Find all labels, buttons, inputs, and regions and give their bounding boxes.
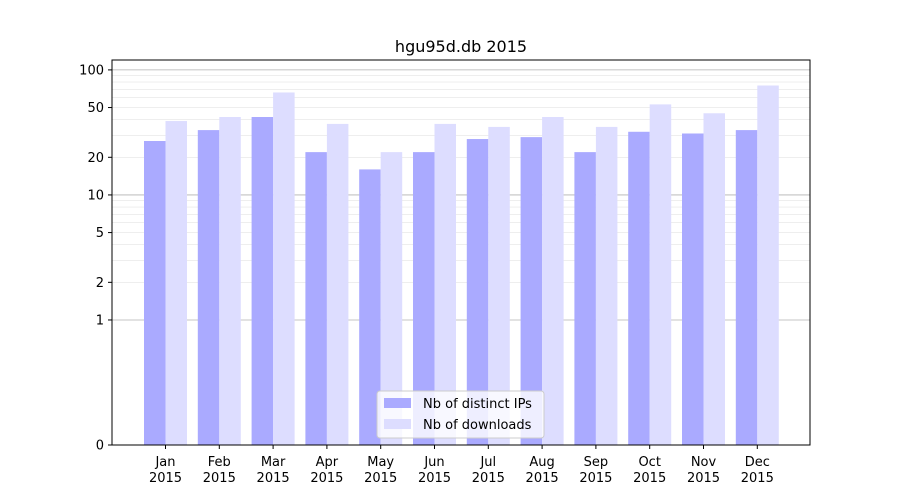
x-tick-label-year: 2015 [579, 471, 612, 486]
bar-distinct-ips-dec [735, 130, 758, 445]
legend: Nb of distinct IPs Nb of downloads [376, 390, 545, 439]
bar-downloads-apr [326, 123, 349, 445]
bars [144, 85, 779, 446]
bar-downloads-jun [434, 123, 456, 445]
x-tick-label-month: May [367, 455, 394, 470]
y-axis: 0 1 2 5 10 20 50 100 [79, 63, 112, 454]
chart-title: hgu95d.db 2015 [395, 37, 527, 56]
y-tick-label: 20 [87, 151, 104, 166]
y-tick-label: 5 [96, 226, 104, 241]
x-tick-label-month: Jul [479, 455, 496, 470]
x-tick-label-year: 2015 [310, 471, 343, 486]
x-tick-label-month: Sep [584, 455, 609, 470]
y-tick-label: 2 [96, 276, 104, 291]
bar-distinct-ips-jun [413, 152, 435, 445]
bar-downloads-feb [219, 117, 241, 445]
x-tick-label-month: Aug [529, 455, 554, 470]
x-tick-label-month: Oct [638, 455, 660, 470]
x-tick-label-year: 2015 [526, 471, 559, 486]
bar-distinct-ips-may [359, 169, 381, 445]
bar-downloads-dec [757, 85, 779, 445]
legend-label: Nb of distinct IPs [423, 397, 532, 412]
x-tick-label-year: 2015 [741, 471, 774, 486]
x-tick-label-month: Dec [745, 455, 770, 470]
bar-distinct-ips-oct [628, 131, 650, 445]
bar-downloads-mar [273, 92, 295, 446]
bar-downloads-jan [165, 121, 187, 446]
bar-downloads-nov [703, 113, 725, 445]
legend-swatch [384, 398, 411, 408]
bar-distinct-ips-sep [574, 152, 596, 445]
bar-downloads-may [380, 152, 403, 445]
x-tick-label-year: 2015 [203, 471, 236, 486]
bar-downloads-oct [649, 104, 672, 445]
x-tick-label-month: Jan [154, 455, 175, 470]
bar-distinct-ips-apr [305, 152, 327, 445]
x-tick-label-year: 2015 [472, 471, 505, 486]
y-tick-label: 100 [79, 63, 104, 78]
bar-downloads-aug [542, 117, 564, 445]
legend-box [376, 390, 545, 439]
y-tick-label: 1 [96, 313, 104, 328]
x-tick-label-month: Jun [423, 455, 444, 470]
x-tick-label-year: 2015 [257, 471, 290, 486]
bar-downloads-jul [488, 126, 510, 446]
x-tick-label-year: 2015 [149, 471, 182, 486]
x-tick-label-month: Mar [261, 455, 286, 470]
legend-label: Nb of downloads [423, 418, 532, 433]
x-tick-label-year: 2015 [633, 471, 666, 486]
bar-distinct-ips-jan [144, 140, 166, 445]
bar-distinct-ips-nov [682, 133, 704, 445]
x-axis: Jan2015Feb2015Mar2015Apr2015May2015Jun20… [149, 445, 774, 486]
plot-frame [111, 59, 811, 446]
legend-swatch [384, 419, 411, 429]
x-tick-label-month: Feb [208, 455, 231, 470]
bar-distinct-ips-aug [520, 137, 543, 445]
y-tick-label: 0 [96, 439, 104, 454]
x-tick-label-year: 2015 [687, 471, 720, 486]
x-tick-label-year: 2015 [364, 471, 397, 486]
x-tick-label-month: Apr [316, 455, 339, 470]
y-tick-label: 10 [87, 188, 104, 203]
bar-downloads-sep [595, 126, 618, 446]
bar-distinct-ips-jul [466, 139, 489, 445]
bar-distinct-ips-feb [197, 130, 220, 445]
bar-distinct-ips-mar [251, 117, 274, 445]
y-tick-label: 50 [87, 101, 104, 116]
x-tick-label-year: 2015 [418, 471, 451, 486]
x-tick-label-month: Nov [691, 455, 717, 470]
